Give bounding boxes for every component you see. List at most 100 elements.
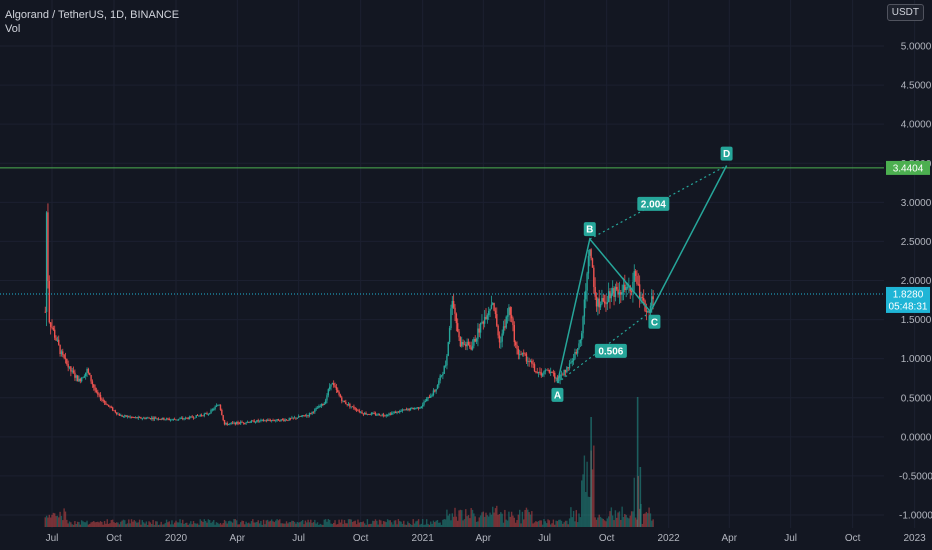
candle-body xyxy=(52,327,55,330)
volume-bar xyxy=(350,519,352,527)
candle-body xyxy=(270,420,273,422)
candle-body xyxy=(254,422,257,424)
volume-bar xyxy=(446,509,448,527)
volume-bar xyxy=(250,521,253,527)
volume-bar xyxy=(474,516,476,527)
volume-bar xyxy=(153,524,156,527)
candle-body xyxy=(363,412,366,415)
candle-body xyxy=(504,326,506,328)
volume-bar xyxy=(172,524,175,527)
volume-indicator-label[interactable]: Vol xyxy=(5,23,21,35)
candle-body xyxy=(350,406,352,408)
candle-body xyxy=(580,333,583,340)
volume-bar xyxy=(257,520,259,527)
candle-body xyxy=(523,352,525,354)
candle-body xyxy=(510,314,513,319)
candle-body xyxy=(552,372,555,374)
candle-body xyxy=(219,404,222,410)
volume-bar xyxy=(103,521,106,527)
candle-body xyxy=(258,420,261,422)
volume-bar xyxy=(381,524,383,527)
candle-body xyxy=(241,421,243,423)
candle-body xyxy=(603,301,606,304)
volume-bar xyxy=(74,521,76,527)
volume-bar xyxy=(115,522,118,527)
volume-bar xyxy=(369,523,371,527)
candle-body xyxy=(434,390,436,392)
volume-bar xyxy=(301,520,304,527)
y-tick-label: 5.0000 xyxy=(901,42,932,53)
volume-bar xyxy=(343,520,346,527)
candle-body xyxy=(541,374,544,376)
candle-body xyxy=(136,417,138,419)
candle-body xyxy=(642,298,645,301)
candle-body xyxy=(118,413,121,416)
volume-bar xyxy=(110,520,113,527)
volume-bar xyxy=(394,520,397,527)
volume-bar xyxy=(532,523,534,527)
pattern-legs xyxy=(556,165,728,384)
symbol-title[interactable]: Algorand / TetherUS, 1D, BINANCE xyxy=(5,9,180,21)
currency-badge[interactable]: USDT xyxy=(886,4,924,21)
candle-body xyxy=(354,408,356,410)
volume-bar xyxy=(89,523,91,527)
volume-bar xyxy=(609,511,611,527)
volume-bar xyxy=(51,514,53,527)
volume-bar xyxy=(55,516,57,527)
volume-bar xyxy=(303,524,305,527)
candle-body xyxy=(384,415,386,417)
candle-body xyxy=(83,376,86,378)
volume-bar xyxy=(632,511,634,527)
volume-bar xyxy=(648,507,650,527)
volume-bar xyxy=(230,521,232,527)
candle-body xyxy=(248,421,250,423)
volume-bar xyxy=(524,509,526,527)
candle-body xyxy=(481,321,483,323)
candle-body xyxy=(374,413,377,415)
x-tick-label: Jul xyxy=(46,533,59,544)
pattern-bd-dotted xyxy=(589,165,727,240)
pattern-point-label: C xyxy=(651,317,658,328)
volume-bar xyxy=(386,519,389,527)
volume-bar xyxy=(525,507,528,527)
volume-bar xyxy=(148,521,150,527)
last-price-tag xyxy=(886,286,930,313)
volume-bar xyxy=(146,524,149,527)
volume-bar xyxy=(227,521,230,527)
volume-bar xyxy=(520,523,522,527)
y-tick-label: 0.0000 xyxy=(901,432,932,443)
candle-body xyxy=(599,304,602,308)
volume-bar xyxy=(188,523,191,527)
volume-bar xyxy=(651,520,653,527)
volume-bar xyxy=(144,523,146,527)
volume-bar xyxy=(98,522,100,527)
price-axis: 5.00004.50004.00003.50003.00002.50002.00… xyxy=(886,5,932,522)
volume-bar xyxy=(363,523,366,527)
candle-body xyxy=(169,419,172,421)
candle-body xyxy=(129,416,131,418)
volume-bar xyxy=(114,523,117,527)
volume-bar xyxy=(191,524,193,527)
volume-bar xyxy=(235,520,238,527)
candle-body xyxy=(137,417,139,419)
candle-body xyxy=(377,413,379,415)
candle-body xyxy=(465,344,467,347)
candle-body xyxy=(183,418,185,420)
candle-body xyxy=(281,419,284,421)
volume-bar xyxy=(95,522,98,527)
candle-body xyxy=(568,363,571,369)
candle-body xyxy=(470,347,472,350)
volume-bar xyxy=(599,516,602,527)
candle-body xyxy=(149,418,152,420)
volume-bar xyxy=(554,524,556,527)
candle-body xyxy=(620,292,622,295)
candle-body xyxy=(93,384,95,388)
candle-body xyxy=(626,286,629,288)
candle-body xyxy=(184,417,187,419)
candle-body xyxy=(361,411,363,414)
candle-body xyxy=(199,415,201,416)
volume-bar xyxy=(357,519,359,527)
candle-body xyxy=(146,417,149,419)
candle-body xyxy=(618,292,621,295)
